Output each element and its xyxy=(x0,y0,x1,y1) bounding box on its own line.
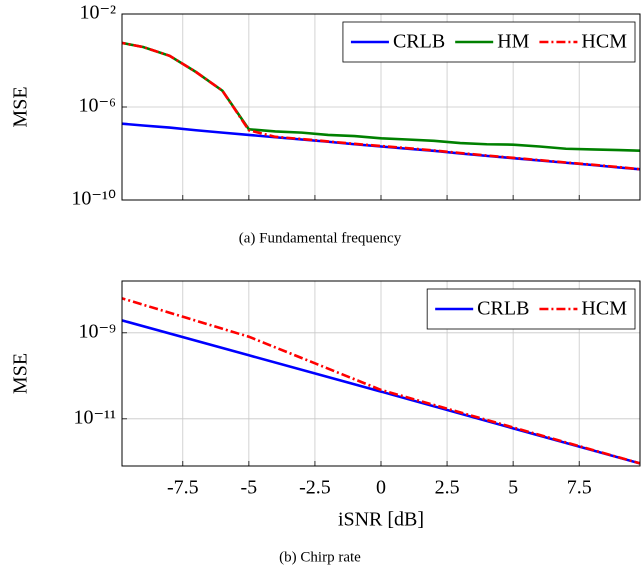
y-tick-label: 10⁻¹¹ xyxy=(73,406,116,428)
y-tick-label: 10⁻² xyxy=(79,2,116,24)
caption: (a) Fundamental frequency xyxy=(239,230,402,246)
axes-frame xyxy=(121,13,641,201)
caption: (b) Chirp rate xyxy=(279,549,361,565)
x-tick-label: -5 xyxy=(241,477,258,499)
legend-label: HCM xyxy=(581,298,627,320)
subplot: -7.5 -5 -2.5 0 2.5 5 7.5 10⁻⁹ 10⁻¹¹ MSE iSNR [dB] (… xyxy=(10,280,641,565)
legend: CRLB HM HCM xyxy=(342,21,636,63)
axes-frame xyxy=(121,280,641,467)
series-line xyxy=(122,41,640,153)
x-tick-label: -2.5 xyxy=(299,477,331,499)
y-axis-label: MSE xyxy=(10,86,32,127)
series-line xyxy=(122,319,640,465)
legend-label: HM xyxy=(497,31,529,53)
legend-label: HCM xyxy=(581,31,627,53)
series-line xyxy=(122,122,640,171)
subplot: 10⁻² 10⁻⁶ 10⁻¹⁰ MSE (a) Fundamental frequenc… xyxy=(10,2,641,246)
legend-label: CRLB xyxy=(393,31,445,53)
plot-area xyxy=(122,296,640,465)
legend: CRLB HCM xyxy=(426,288,636,330)
plot-area xyxy=(122,41,640,171)
x-tick-label: -7.5 xyxy=(167,477,199,499)
y-axis-label: MSE xyxy=(10,353,32,394)
x-tick-label: 0 xyxy=(376,477,386,499)
x-tick-label: 5 xyxy=(508,477,518,499)
x-axis-label: iSNR [dB] xyxy=(338,509,424,531)
y-tick-label: 10⁻⁹ xyxy=(78,320,116,342)
legend-label: CRLB xyxy=(477,298,529,320)
y-tick-label: 10⁻¹⁰ xyxy=(71,188,116,210)
y-tick-label: 10⁻⁶ xyxy=(78,95,116,117)
x-tick-label: 7.5 xyxy=(567,477,592,499)
x-tick-label: 2.5 xyxy=(435,477,460,499)
series-line xyxy=(122,296,640,465)
